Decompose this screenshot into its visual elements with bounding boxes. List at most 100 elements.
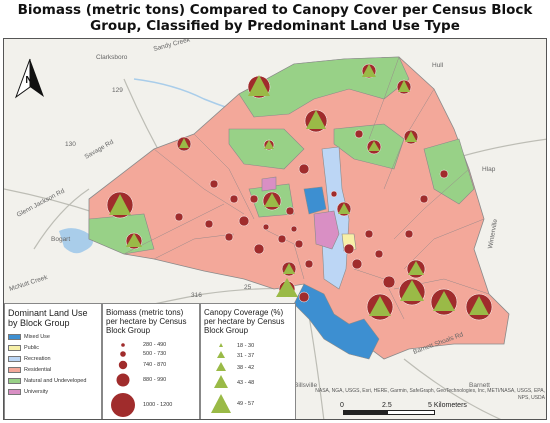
canopy-triangle [248, 75, 270, 96]
north-label: N [25, 75, 32, 86]
biomass-circle [382, 275, 396, 289]
canopy-triangle [179, 138, 189, 148]
north-arrow: N [14, 58, 44, 99]
place-label: Hull [432, 62, 444, 69]
place-label: Clarksboro [96, 54, 128, 61]
biomass-circle [204, 219, 214, 229]
lake [59, 228, 93, 254]
biomass-legend-item: 500 - 730 [143, 351, 167, 357]
map-frame[interactable]: Clarksboro Bogart Hull Winterville Barne… [3, 38, 547, 420]
map-title-line-2: Group, Classified by Predominant Land Us… [90, 18, 460, 34]
biomass-legend-item: 280 - 490 [143, 342, 167, 348]
biomass-circle [290, 225, 298, 233]
place-label: Hlap [482, 166, 496, 173]
place-label: Bogart [51, 236, 70, 243]
canopy-triangle [338, 203, 350, 214]
road-label: Sandy Creek [153, 39, 192, 53]
canopy-triangle [408, 261, 424, 275]
road-label: 316 [191, 292, 202, 299]
map-attribution: NASA, NGA, USGS, Esri, HERE, Garmin, Saf… [315, 388, 545, 401]
map-canvas[interactable]: Clarksboro Bogart Hull Winterville Barne… [4, 39, 547, 420]
road-label: Glenn Jackson Rd [16, 187, 67, 218]
block-group-borders [123, 56, 490, 320]
canopy-legend-item: 49 - 57 [237, 401, 255, 407]
canopy-triangle [398, 80, 410, 92]
canopy-triangle [306, 110, 326, 129]
road-label: McNutt Creek [8, 274, 49, 293]
biomass-circle [439, 169, 449, 179]
legend-swatch-natural [8, 378, 21, 384]
mixed-use-center[interactable] [303, 186, 327, 215]
legend-swatch-recreation [8, 356, 21, 362]
legend-swatch-university [8, 389, 21, 395]
biomass-circle [419, 194, 429, 204]
biomass-circle [364, 229, 374, 239]
place-label: Billsville [294, 382, 318, 389]
land-use-legend-title: Dominant Land Use by Block Group [8, 308, 88, 328]
road-label: 129 [112, 87, 123, 94]
canopy-triangle [433, 291, 455, 311]
scale-bar-fill [343, 410, 388, 415]
canopy-legend-symbols [211, 343, 231, 413]
canopy-legend-item: 43 - 48 [237, 380, 255, 386]
biomass-legend-item: 1000 - 1200 [143, 402, 173, 408]
scale-label-mid: 2.5 [382, 402, 392, 409]
biomass-circle [262, 223, 270, 231]
legend-swatch-public [8, 345, 21, 351]
canopy-legend-item: 38 - 42 [237, 365, 255, 371]
biomass-circle [224, 232, 234, 242]
canopy-triangle [109, 194, 131, 215]
legend-label-mixed-use: Mixed Use [24, 334, 50, 340]
canopy-triangle [276, 278, 298, 297]
legend-label-residential: Residential [24, 367, 52, 373]
biomass-circle [285, 206, 295, 216]
canopy-triangle [469, 296, 489, 315]
biomass-circle [343, 243, 355, 255]
biomass-legend-item: 740 - 870 [143, 362, 167, 368]
biomass-circle [351, 258, 363, 270]
biomass-circle [277, 234, 287, 244]
legend-label-recreation: Recreation [24, 356, 51, 362]
biomass-legend-title: Biomass (metric tons) per hectare by Cen… [106, 308, 187, 335]
road-label: Savage Rd [84, 138, 116, 160]
natural-area-west[interactable] [88, 213, 155, 255]
canopy-triangle [264, 140, 274, 149]
road-label: 25 [244, 284, 252, 291]
scale-bar: 0 2.5 5 Kilometers [340, 402, 480, 418]
biomass-circle [249, 194, 259, 204]
mixed-use-south[interactable] [293, 283, 380, 360]
biomass-circle [253, 243, 265, 255]
biomass-circle [404, 229, 414, 239]
canopy-legend-title: Canopy Coverage (%) per hectare by Censu… [204, 308, 285, 335]
canopy-triangle [283, 263, 295, 274]
canopy-legend: Canopy Coverage (%) per hectare by Censu… [200, 303, 296, 419]
canopy-triangle [362, 64, 376, 77]
biomass-circle [330, 190, 338, 198]
canopy-legend-item: 18 - 30 [237, 343, 255, 349]
biomass-legend-symbols [111, 343, 135, 417]
legend-label-natural: Natural and Undeveloped [24, 378, 87, 384]
canopy-triangle [368, 141, 380, 151]
place-label: Winterville [487, 218, 499, 249]
canopy-triangle [400, 280, 424, 301]
biomass-legend-item: 880 - 990 [143, 377, 167, 383]
canopy-triangle [126, 233, 142, 247]
canopy-triangle [369, 296, 391, 316]
legend-swatch-residential [8, 367, 21, 373]
land-use-legend: Dominant Land Use by Block Group Mixed U… [4, 303, 102, 419]
scale-label-start: 0 [340, 402, 344, 409]
canopy-legend-item: 31 - 37 [237, 353, 255, 359]
biomass-circle [298, 291, 310, 303]
legend-label-public: Public [24, 345, 39, 351]
university-area-west[interactable] [261, 176, 277, 192]
canopy-triangle [264, 193, 280, 207]
canopy-triangle [405, 131, 417, 142]
university-area[interactable] [313, 210, 340, 250]
map-title-line-1: Biomass (metric tons) Compared to Canopy… [17, 2, 533, 18]
symbols [106, 63, 493, 321]
map-title: Biomass (metric tons) Compared to Canopy… [0, 2, 550, 34]
biomass-circle [298, 163, 310, 175]
biomass-circle [374, 249, 384, 259]
legend-swatch-mixed-use [8, 334, 21, 340]
natural-area-east[interactable] [423, 138, 475, 205]
